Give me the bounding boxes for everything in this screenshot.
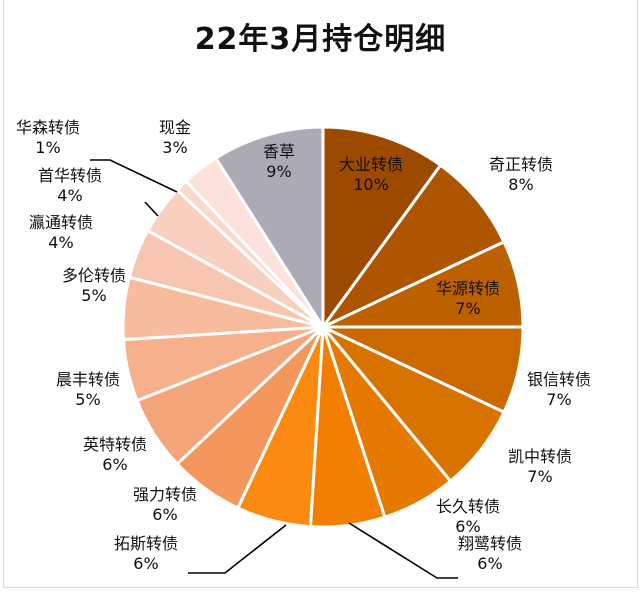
slice-label: 华森转债 1% <box>16 118 80 157</box>
leader-line <box>144 201 159 217</box>
slice-label: 晨丰转债 5% <box>56 370 120 409</box>
slice-label: 强力转债 6% <box>133 485 197 524</box>
slice-label: 奇正转债 8% <box>489 155 553 194</box>
slice-label: 华源转债 7% <box>436 279 500 318</box>
leader-line <box>188 524 287 574</box>
slice-label: 香草 9% <box>263 142 295 181</box>
pie-slice <box>321 125 443 329</box>
slice-label: 大业转债 10% <box>339 155 403 194</box>
slice-label: 现金 3% <box>159 118 191 157</box>
slice-label: 拓斯转债 6% <box>114 534 178 573</box>
leader-line <box>90 159 178 193</box>
slice-label: 长久转债 6% <box>436 497 500 536</box>
slice-label: 银信转债 7% <box>527 370 591 409</box>
leader-line <box>348 522 458 579</box>
slice-label: 瀛通转债 4% <box>29 213 93 252</box>
slice-label: 凯中转债 7% <box>508 447 572 486</box>
chart-frame <box>3 0 638 588</box>
chart-title: 22年3月持仓明细 <box>194 22 447 57</box>
slice-label: 英特转债 6% <box>83 435 147 474</box>
pie-slice <box>214 125 325 329</box>
slice-label: 多伦转债 5% <box>62 266 126 305</box>
pie-slice <box>321 163 506 329</box>
slice-label: 首华转债 4% <box>38 166 102 205</box>
slice-label: 翔鹭转债 6% <box>458 534 522 573</box>
